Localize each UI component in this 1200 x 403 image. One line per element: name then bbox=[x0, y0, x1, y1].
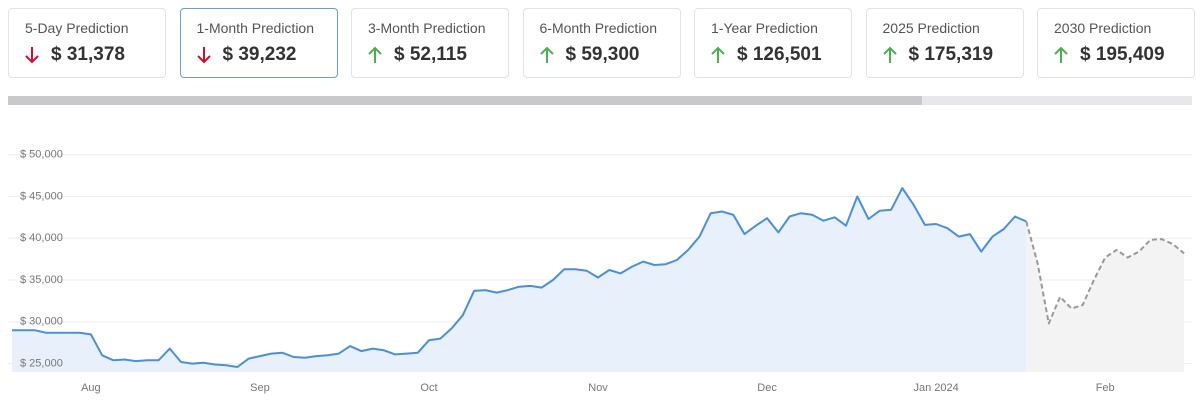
card-label: 3-Month Prediction bbox=[368, 20, 486, 36]
card-label: 6-Month Prediction bbox=[539, 20, 658, 36]
arrow-shape bbox=[711, 46, 725, 63]
arrow-shape bbox=[25, 47, 39, 64]
x-tick-label: Aug bbox=[81, 382, 101, 394]
prediction-card[interactable]: 2025 Prediction $ 175,319 bbox=[865, 8, 1024, 78]
prediction-cards: 5-Day Prediction $ 31,378 1-Month Predicti… bbox=[8, 8, 1200, 80]
x-tick-label: Nov bbox=[588, 382, 608, 394]
arrow-shape bbox=[539, 46, 554, 63]
x-tick-label: Feb bbox=[1096, 382, 1115, 394]
direction-arrow bbox=[25, 47, 39, 64]
card-value: $ 52,115 bbox=[394, 44, 467, 65]
card-label: 2030 Prediction bbox=[1054, 20, 1152, 36]
arrow-shape bbox=[368, 46, 382, 63]
x-tick-label: Jan 2024 bbox=[914, 382, 959, 394]
direction-arrow bbox=[1054, 46, 1068, 63]
area-fill bbox=[1026, 221, 1185, 372]
card-label: 2025 Prediction bbox=[882, 20, 980, 36]
prediction-card[interactable]: 3-Month Prediction $ 52,115 bbox=[351, 8, 509, 78]
prediction-card[interactable]: 6-Month Prediction $ 59,300 bbox=[522, 8, 681, 78]
arrow-shape bbox=[1054, 46, 1068, 63]
y-tick-label: $ 45,000 bbox=[20, 190, 63, 202]
prediction-card[interactable]: 2030 Prediction $ 195,409 bbox=[1037, 8, 1195, 78]
direction-arrow bbox=[368, 46, 382, 63]
direction-arrow bbox=[882, 46, 897, 63]
card-value: $ 175,319 bbox=[908, 44, 994, 65]
card-label: 5-Day Prediction bbox=[25, 20, 129, 36]
scroll-thumb[interactable] bbox=[8, 96, 922, 105]
arrow-shape bbox=[882, 46, 897, 63]
prediction-card[interactable]: 5-Day Prediction $ 31,378 bbox=[8, 8, 166, 78]
price-line bbox=[1025, 221, 1185, 325]
card-value: $ 59,300 bbox=[565, 44, 640, 65]
card-value: $ 126,501 bbox=[737, 44, 822, 65]
y-tick-label: $ 35,000 bbox=[20, 274, 63, 286]
direction-arrow bbox=[539, 46, 554, 63]
prediction-card[interactable]: 1-Month Prediction $ 39,232 bbox=[179, 8, 338, 78]
card-label: 1-Year Prediction bbox=[711, 20, 818, 36]
x-tick-label: Oct bbox=[420, 382, 437, 394]
y-tick-label: $ 40,000 bbox=[20, 232, 63, 244]
prediction-card[interactable]: 1-Year Prediction $ 126,501 bbox=[694, 8, 852, 78]
y-tick-label: $ 30,000 bbox=[20, 316, 63, 328]
arrow-shape bbox=[196, 47, 211, 64]
scrollbar[interactable] bbox=[8, 96, 1192, 105]
card-label: 1-Month Prediction bbox=[196, 20, 315, 36]
card-value: $ 195,409 bbox=[1080, 44, 1165, 65]
direction-arrow bbox=[711, 46, 725, 63]
x-tick-label: Dec bbox=[757, 382, 777, 394]
direction-arrow bbox=[196, 47, 211, 64]
card-value: $ 39,232 bbox=[222, 44, 297, 65]
price-line bbox=[12, 187, 1027, 368]
area-fill bbox=[12, 188, 1027, 372]
x-tick-label: Sep bbox=[250, 382, 270, 394]
y-tick-label: $ 25,000 bbox=[20, 358, 63, 370]
card-value: $ 31,378 bbox=[51, 44, 125, 65]
y-tick-label: $ 50,000 bbox=[20, 149, 63, 161]
